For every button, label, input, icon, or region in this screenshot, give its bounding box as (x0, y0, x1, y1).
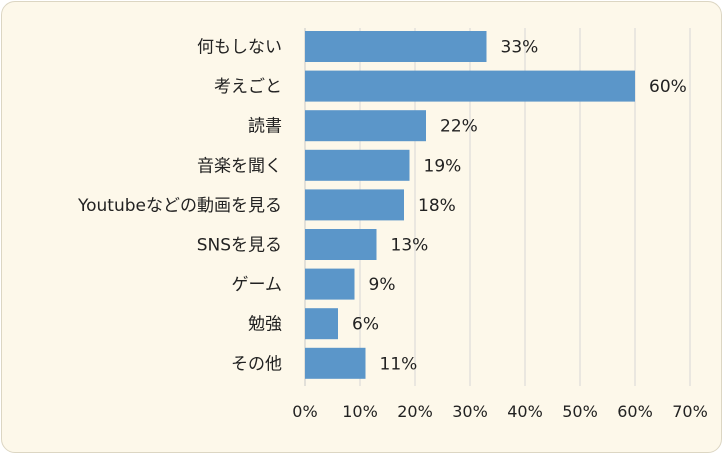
bar (305, 229, 377, 260)
category-label: 何もしない (197, 38, 282, 58)
bar (305, 110, 426, 142)
value-label: 19% (424, 156, 462, 176)
x-tick-label: 30% (452, 402, 488, 421)
value-label: 9% (369, 275, 396, 295)
x-tick-label: 10% (342, 402, 378, 421)
x-tick-label: 70% (672, 402, 708, 421)
category-label: Youtubeなどの動画を見る (77, 196, 282, 216)
bar (305, 70, 635, 102)
bar (305, 189, 404, 221)
value-labels: 33% 60% 22% 19% 18% 13% 9% 6%11% (352, 38, 687, 375)
value-label: 33% (501, 38, 539, 58)
x-tick-label: 20% (397, 402, 433, 421)
x-tick-label: 40% (507, 402, 543, 421)
x-tick-label: 60% (617, 402, 653, 421)
category-label: ゲーム (232, 275, 283, 295)
value-label: 60% (649, 77, 687, 97)
value-label: 13% (391, 236, 429, 256)
category-label: 読書 (248, 117, 282, 137)
bar (305, 308, 338, 340)
value-label: 11% (380, 354, 418, 374)
value-label: 22% (440, 117, 478, 137)
bar (305, 268, 355, 300)
bar (305, 347, 366, 379)
category-label: SNSを見る (197, 236, 282, 256)
category-label: 考えごと (214, 77, 282, 97)
x-tick-label: 0% (292, 402, 317, 421)
value-label: 18% (418, 196, 456, 216)
category-label: その他 (231, 354, 282, 374)
bars (305, 31, 635, 379)
value-label: 6% (352, 315, 379, 335)
x-tick-label: 50% (562, 402, 598, 421)
bar (305, 31, 487, 62)
x-tick-labels: 0% 10% 20% 30% 40% 50% 60% 70% (292, 402, 707, 421)
category-label: 音楽を聞く (197, 156, 282, 176)
category-label: 勉強 (248, 315, 282, 335)
bar (305, 149, 410, 181)
